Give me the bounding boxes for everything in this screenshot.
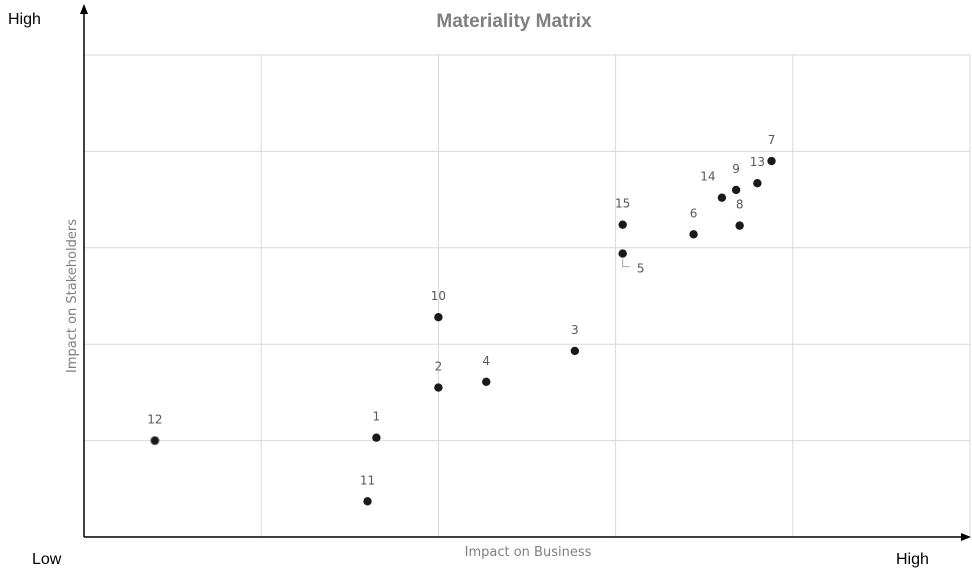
data-point-label-12: 12 — [147, 413, 162, 427]
data-point-label-3: 3 — [571, 323, 579, 337]
data-point-label-5: 5 — [637, 262, 645, 276]
data-point-6 — [689, 230, 698, 239]
data-point-12 — [150, 435, 160, 446]
y-axis-arrow-icon — [80, 4, 88, 14]
data-point-label-7: 7 — [768, 133, 776, 147]
data-point-15 — [618, 220, 627, 229]
data-point-4 — [482, 377, 491, 386]
data-point-label-11: 11 — [360, 473, 375, 487]
data-point-8 — [735, 221, 744, 230]
y-axis-title: Impact on Stakeholders — [65, 219, 80, 373]
x-axis-title: Impact on Business — [465, 545, 592, 560]
x-low-label: Low — [32, 551, 62, 568]
data-point-label-6: 6 — [690, 206, 698, 220]
data-point-label-14: 14 — [700, 170, 715, 184]
data-point-label-15: 15 — [615, 197, 630, 211]
data-point-7 — [767, 156, 776, 166]
data-point-2 — [434, 383, 443, 392]
x-axis-arrow-icon — [961, 533, 971, 541]
data-point-9 — [731, 185, 741, 195]
data-point-5 — [618, 249, 627, 258]
label-leader-line — [622, 258, 630, 268]
data-point-label-2: 2 — [435, 360, 443, 374]
data-point-label-8: 8 — [736, 198, 744, 212]
data-point-11 — [363, 497, 372, 506]
data-point-3 — [570, 346, 580, 356]
data-point-1 — [372, 433, 381, 442]
y-high-label: High — [8, 11, 41, 28]
data-point-label-9: 9 — [732, 162, 740, 176]
data-point-10 — [434, 313, 443, 322]
chart-title: Materiality Matrix — [436, 11, 592, 32]
data-point-label-13: 13 — [750, 155, 765, 169]
x-high-label: High — [896, 551, 929, 568]
data-point-label-10: 10 — [431, 289, 446, 303]
data-point-13 — [753, 179, 762, 188]
gridlines — [84, 54, 971, 537]
data-point-14 — [717, 193, 727, 202]
data-point-label-4: 4 — [482, 354, 490, 368]
axes — [80, 4, 971, 541]
data-point-label-1: 1 — [373, 410, 381, 424]
